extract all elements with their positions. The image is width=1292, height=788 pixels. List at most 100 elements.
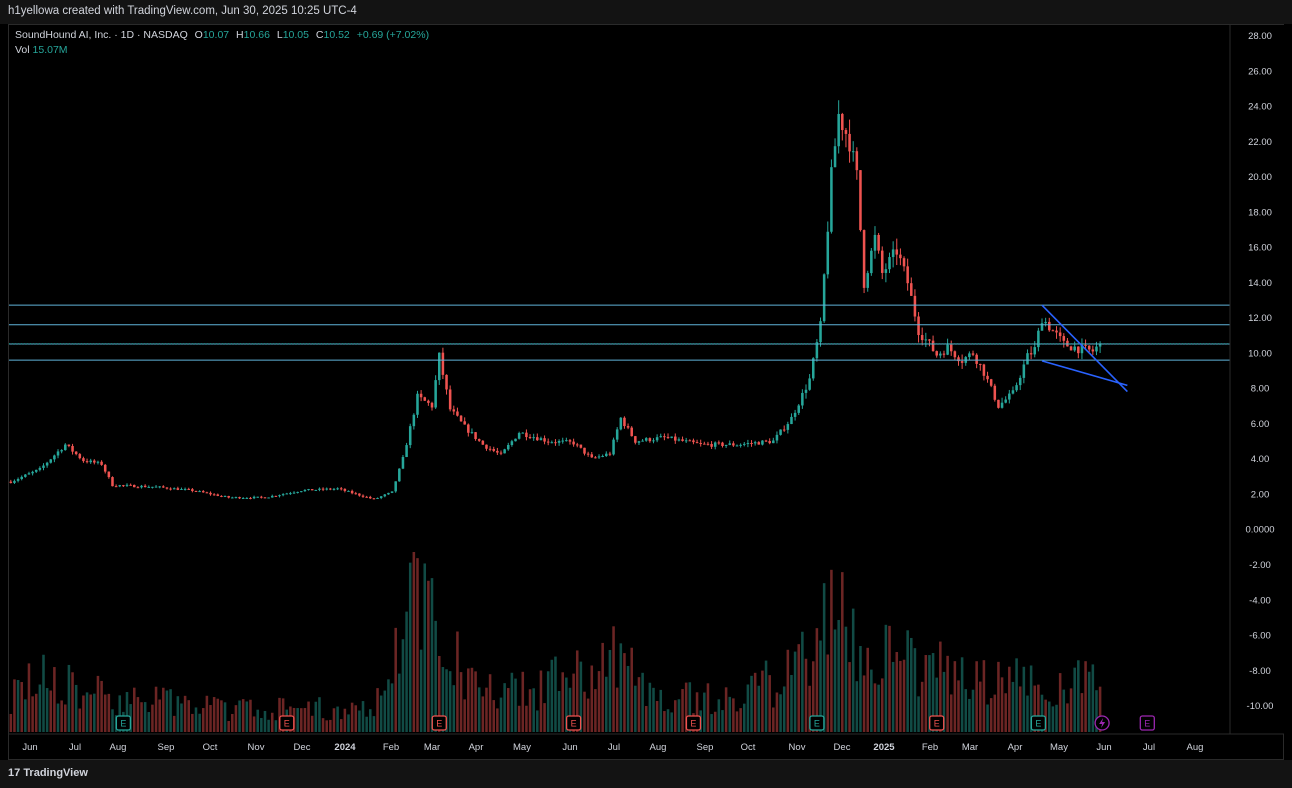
candle-body bbox=[267, 497, 270, 499]
trendline bbox=[1041, 360, 1128, 387]
candle-body bbox=[644, 438, 648, 441]
volume-bar bbox=[205, 695, 209, 732]
volume-bar bbox=[216, 698, 220, 732]
candle-body bbox=[419, 393, 423, 398]
volume-bar bbox=[808, 685, 811, 732]
candle-body bbox=[176, 488, 180, 490]
candle-body bbox=[281, 494, 285, 496]
candle-body bbox=[554, 442, 557, 444]
volume-bar bbox=[910, 637, 913, 732]
price-tick-label: 2.00 bbox=[1251, 489, 1270, 500]
candle-body bbox=[111, 477, 114, 487]
volume-bar bbox=[586, 698, 590, 732]
volume-bar bbox=[514, 678, 517, 732]
candle-body bbox=[49, 459, 53, 463]
candle-body bbox=[162, 486, 165, 488]
volume-bar bbox=[735, 711, 739, 732]
volume-bar bbox=[663, 711, 666, 732]
candles bbox=[9, 100, 1102, 500]
close-value: 10.52 bbox=[323, 29, 350, 41]
volume-bar bbox=[111, 709, 114, 732]
tradingview-logo-icon: 17 bbox=[8, 767, 21, 779]
lightning-glyph bbox=[1099, 718, 1106, 728]
candle-body bbox=[1098, 343, 1102, 347]
volume-bar bbox=[819, 640, 822, 732]
candle-body bbox=[45, 462, 49, 466]
volume-bar bbox=[982, 660, 986, 732]
candle-body bbox=[245, 497, 249, 499]
candle-body bbox=[256, 496, 259, 498]
candle-body bbox=[1015, 385, 1018, 391]
volume-bar bbox=[103, 694, 107, 732]
volume-bar bbox=[906, 630, 909, 732]
volume-bar bbox=[140, 702, 143, 732]
volume-bar bbox=[746, 684, 750, 732]
tradingview-logo: 17 TradingView bbox=[8, 767, 88, 779]
time-tick-label: 2024 bbox=[334, 742, 356, 753]
time-tick-label: Jul bbox=[1143, 742, 1155, 753]
candle-body bbox=[336, 488, 339, 490]
price-tick-label: 10.00 bbox=[1248, 348, 1272, 359]
volume-bar bbox=[801, 631, 804, 732]
candle-body bbox=[143, 485, 147, 488]
candle-body bbox=[692, 440, 695, 443]
price-tick-label: -4.00 bbox=[1249, 595, 1271, 606]
volume-bar bbox=[953, 661, 957, 732]
time-tick-label: Feb bbox=[383, 742, 399, 753]
volume-bar bbox=[187, 700, 191, 732]
candle-body bbox=[979, 363, 982, 365]
volume-bar bbox=[354, 705, 358, 732]
candle-body bbox=[982, 364, 986, 376]
price-chart[interactable]: 12.7111.6010.5205:34:2110.519.59 E E E E E E E… bbox=[0, 0, 1292, 760]
candle-body bbox=[463, 421, 466, 425]
candle-body bbox=[772, 440, 775, 444]
volume-bar bbox=[964, 689, 968, 732]
candle-body bbox=[379, 496, 383, 498]
candle-body bbox=[136, 487, 140, 489]
candle-body bbox=[227, 496, 230, 498]
volume-bar bbox=[830, 569, 833, 732]
volume-bar bbox=[659, 689, 663, 732]
volume-bar bbox=[78, 708, 82, 732]
volume-bar bbox=[9, 713, 13, 732]
candle-body bbox=[939, 353, 942, 356]
volume-bar bbox=[1095, 690, 1098, 732]
candle-body bbox=[710, 444, 713, 447]
candle-body bbox=[674, 436, 677, 441]
volume-bar bbox=[390, 683, 394, 732]
volume-bar bbox=[252, 716, 256, 732]
candle-body bbox=[103, 464, 107, 472]
volume-bar bbox=[172, 715, 176, 732]
volume-bar bbox=[296, 708, 299, 732]
candle-body bbox=[960, 361, 964, 363]
candle-body bbox=[637, 441, 641, 443]
volume-bar bbox=[623, 653, 626, 732]
volume-bar bbox=[986, 704, 989, 732]
earnings-marker bbox=[685, 715, 702, 731]
candle-body bbox=[888, 257, 891, 270]
volume-bar bbox=[652, 687, 655, 732]
candle-body bbox=[56, 451, 60, 456]
earnings-marker-label: E bbox=[690, 719, 696, 729]
candle-body bbox=[387, 492, 390, 495]
candle-body bbox=[684, 440, 688, 442]
volume-bar bbox=[408, 562, 412, 732]
candle-body bbox=[739, 444, 742, 446]
price-tick-label: 16.00 bbox=[1248, 243, 1272, 254]
volume-bar bbox=[920, 681, 924, 732]
earnings-marker-label: E bbox=[120, 719, 126, 729]
volume-bar bbox=[430, 578, 434, 732]
volume-value: 15.07M bbox=[32, 44, 68, 56]
volume-bar bbox=[971, 689, 975, 732]
candle-body bbox=[993, 385, 997, 400]
candle-body bbox=[561, 440, 564, 442]
volume-bar bbox=[993, 694, 997, 732]
volume-bar bbox=[467, 668, 470, 732]
volume-bar bbox=[263, 710, 267, 732]
candle-body bbox=[891, 249, 895, 258]
candle-body bbox=[1018, 377, 1022, 386]
volume-bar bbox=[841, 572, 844, 732]
volume-bar bbox=[630, 647, 633, 732]
candle-body bbox=[703, 443, 706, 445]
candle-body bbox=[764, 440, 768, 442]
